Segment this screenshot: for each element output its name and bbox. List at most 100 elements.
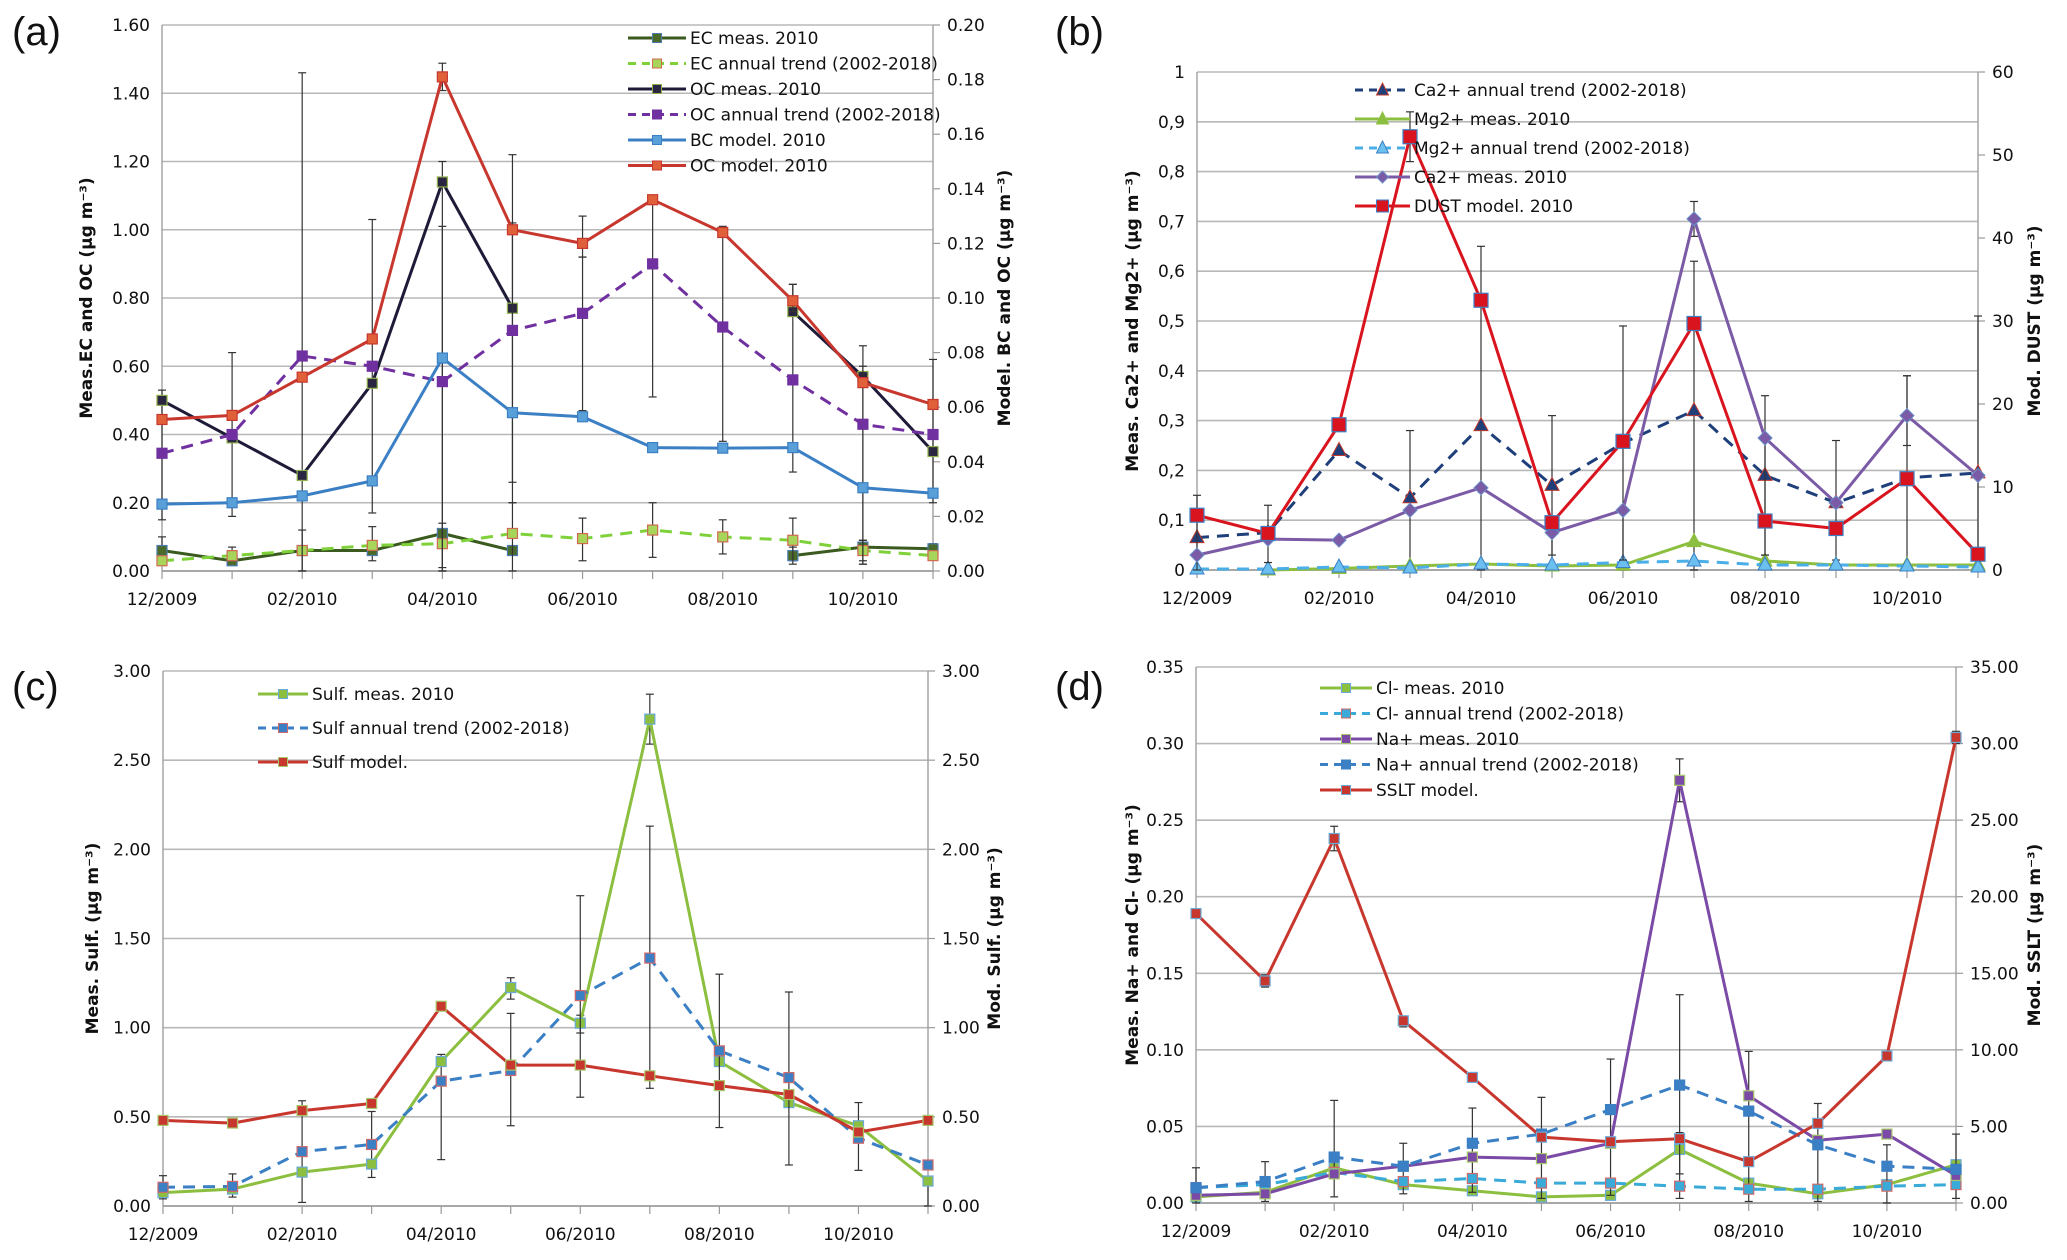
data-point [647, 194, 659, 206]
data-point [1812, 1117, 1824, 1129]
data-point [922, 1159, 934, 1171]
series-a-4 [156, 352, 939, 510]
x-tick-label: 12/2009 [127, 590, 198, 610]
legend-marker [652, 160, 662, 171]
data-point [1259, 1188, 1271, 1200]
data-point [1331, 532, 1347, 548]
y2-tick-label: 25.00 [1970, 811, 2019, 831]
y-tick-label: 0.40 [112, 426, 150, 446]
data-point [1402, 129, 1418, 145]
data-point [857, 377, 869, 389]
data-point [226, 1180, 239, 1192]
data-point [1615, 502, 1631, 518]
data-point [1686, 211, 1702, 227]
legend-marker [1341, 734, 1351, 744]
data-point [1743, 1156, 1755, 1168]
data-point [1544, 515, 1560, 531]
legend-item: Na+ meas. 2010 [1320, 730, 1519, 750]
y2-tick-label: 0.00 [947, 562, 985, 582]
y-tick-label: 0,6 [1158, 262, 1185, 282]
data-point [787, 374, 799, 386]
series-b-2 [1189, 551, 1986, 575]
data-point [1397, 1175, 1409, 1188]
data-point [1970, 557, 1986, 573]
legend: EC meas. 2010 EC annual trend (2002-2018)… [628, 29, 941, 177]
data-point [506, 407, 519, 419]
y2-tick-label: 20 [1992, 395, 2014, 415]
data-point [366, 333, 378, 345]
x-tick-label: 02/2010 [267, 590, 338, 610]
data-point [1757, 430, 1773, 446]
data-point [1535, 1131, 1548, 1143]
legend-marker [1375, 170, 1390, 184]
y-tick-label: 0.35 [1146, 658, 1184, 678]
panel-label: (d) [1055, 665, 1104, 709]
y-tick-label: 0,2 [1158, 461, 1185, 481]
legend-item: Na+ annual trend (2002-2018) [1320, 756, 1639, 776]
x-tick-label: 08/2010 [687, 590, 758, 610]
data-point [1259, 1175, 1271, 1188]
y2-tick-label: 60 [1992, 63, 2014, 83]
x-tick-label: 06/2010 [547, 590, 618, 610]
data-point [1899, 556, 1915, 572]
data-point [1970, 546, 1986, 562]
y2-tick-label: 35.00 [1970, 658, 2019, 678]
series-line [1196, 135, 1980, 556]
series-d-2 [1190, 758, 1962, 1201]
data-point [1686, 315, 1702, 332]
y-tick-label: 2.50 [113, 751, 151, 771]
x-tick-label: 08/2010 [1713, 1222, 1784, 1242]
data-point [156, 413, 168, 426]
data-point [156, 394, 168, 406]
data-point [226, 1117, 239, 1129]
series-b-4 [1189, 111, 1986, 562]
data-point [1466, 1172, 1478, 1185]
data-point [1331, 557, 1347, 573]
data-point [1674, 1180, 1686, 1192]
x-tick-label: 02/2010 [1299, 1222, 1370, 1242]
legend-marker [1341, 708, 1351, 719]
y2-tick-label: 0.00 [942, 1197, 980, 1217]
data-point [717, 442, 729, 454]
data-point [787, 295, 799, 307]
y2-tick-label: 1.50 [942, 930, 980, 950]
data-point [226, 550, 238, 562]
legend-item: DUST model. 2010 [1355, 197, 1573, 217]
legend: Sulf. meas. 2010 Sulf annual trend (2002-… [258, 685, 570, 773]
y-tick-label: 1.40 [112, 84, 150, 104]
panel-c: (c) 0.00 0.50 1.00 1.50 2.00 2.50 3.00 0.00 0.50 1… [12, 662, 1005, 1245]
legend-item: Sulf. meas. 2010 [258, 685, 454, 705]
x-tick-label: 04/2010 [1446, 589, 1517, 609]
legend: Ca2+ annual trend (2002-2018) Mg2+ meas. … [1355, 81, 1690, 217]
data-point [366, 377, 378, 389]
series-line [1195, 1147, 1957, 1199]
legend-label: BC model. 2010 [690, 131, 826, 151]
panel-a: (a) 0.00 0.20 0.40 0.60 0.80 1.00 1.20 1.40 1.60 0… [12, 10, 1015, 610]
x-tick-label: 06/2010 [1588, 589, 1659, 609]
data-point [1828, 495, 1844, 511]
y-axis-title: Meas. Na+ and Cl- (µg m⁻³) [1123, 804, 1143, 1065]
y-tick-label: 0.00 [112, 562, 150, 582]
series-line [1195, 1170, 1957, 1191]
y-tick-label: 2.00 [113, 840, 151, 860]
data-point [927, 445, 939, 458]
series-line [162, 1004, 929, 1134]
legend-item: OC model. 2010 [628, 157, 828, 177]
data-point [852, 1126, 865, 1138]
data-point [156, 447, 168, 459]
y2-tick-label: 50 [1992, 146, 2014, 166]
legend-marker [1341, 785, 1351, 795]
data-point [576, 411, 589, 423]
series-line [161, 262, 934, 455]
x-tick-label: 06/2010 [545, 1225, 616, 1245]
legend-label: EC annual trend (2002-2018) [690, 55, 938, 75]
data-point [1757, 555, 1773, 571]
data-point [506, 527, 519, 540]
x-tick-label: 12/2009 [1162, 589, 1233, 609]
legend: Cl- meas. 2010 Cl- annual trend (2002-201… [1320, 679, 1639, 801]
data-point [1674, 1079, 1686, 1091]
series-line [1196, 217, 1979, 557]
x-tick-label: 04/2010 [407, 590, 478, 610]
data-point [647, 258, 659, 270]
data-point [1743, 1183, 1755, 1195]
